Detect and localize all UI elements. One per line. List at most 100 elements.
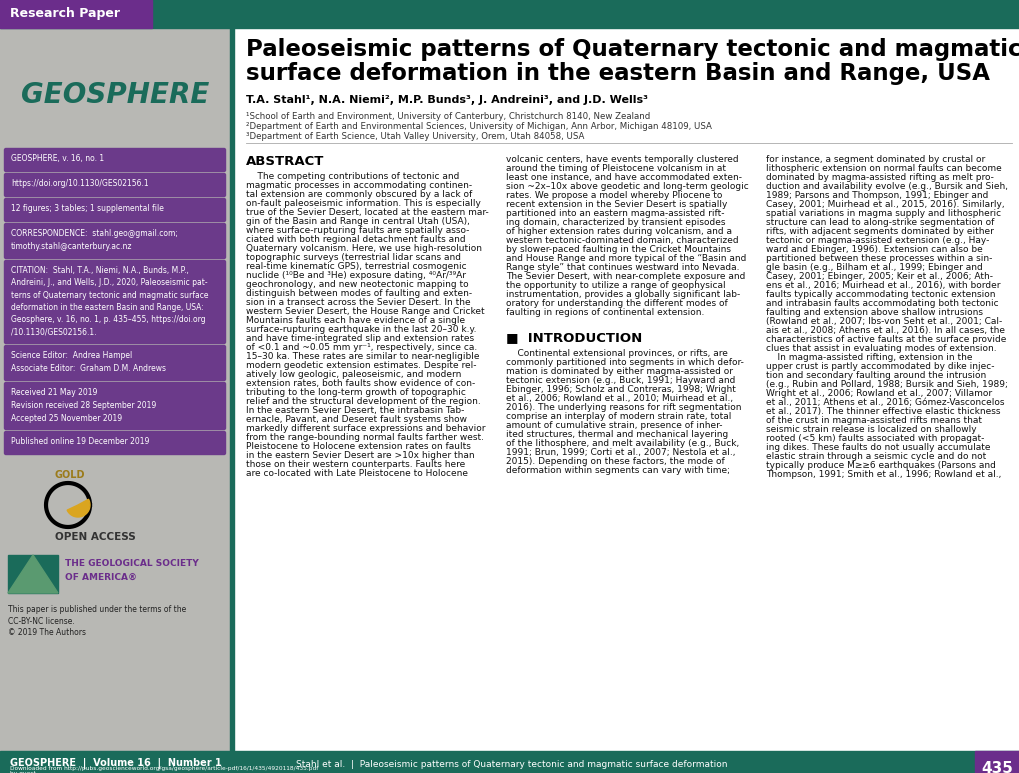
Text: Associate Editor:  Graham D.M. Andrews: Associate Editor: Graham D.M. Andrews — [11, 364, 166, 373]
Text: Stahl et al.  |  Paleoseismic patterns of Quaternary tectonic and magmatic surfa: Stahl et al. | Paleoseismic patterns of … — [296, 760, 727, 769]
Text: characteristics of active faults at the surface provide: characteristics of active faults at the … — [765, 335, 1006, 344]
Bar — [974, 751, 1019, 773]
Text: typically produce M≥≥6 earthquakes (Parsons and: typically produce M≥≥6 earthquakes (Pars… — [765, 461, 995, 470]
Text: terns of Quaternary tectonic and magmatic surface: terns of Quaternary tectonic and magmati… — [11, 291, 208, 300]
Text: true of the Sevier Desert, located at the eastern mar-: true of the Sevier Desert, located at th… — [246, 208, 488, 217]
Text: https://doi.org/10.1130/GES02156.1: https://doi.org/10.1130/GES02156.1 — [11, 179, 149, 188]
Text: Quaternary volcanism. Here, we use high-resolution: Quaternary volcanism. Here, we use high-… — [246, 244, 482, 253]
Text: tributing to the long-term growth of topographic: tributing to the long-term growth of top… — [246, 388, 466, 397]
Text: partitioned between these processes within a sin-: partitioned between these processes with… — [765, 254, 991, 263]
Bar — [8, 555, 58, 593]
Text: of higher extension rates during volcanism, and a: of higher extension rates during volcani… — [505, 227, 732, 236]
Text: OPEN ACCESS: OPEN ACCESS — [55, 532, 136, 542]
FancyBboxPatch shape — [4, 148, 225, 172]
Text: partitioned into an eastern magma-assisted rift-: partitioned into an eastern magma-assist… — [505, 209, 723, 218]
Text: western tectonic-dominated domain, characterized: western tectonic-dominated domain, chara… — [505, 236, 738, 245]
Text: ing domain, characterized by transient episodes: ing domain, characterized by transient e… — [505, 218, 725, 227]
Text: faulting and extension above shallow intrusions: faulting and extension above shallow int… — [765, 308, 982, 317]
Text: comprise an interplay of modern strain rate, total: comprise an interplay of modern strain r… — [505, 412, 731, 421]
Text: atively low geologic, paleoseismic, and modern: atively low geologic, paleoseismic, and … — [246, 370, 461, 379]
Text: topographic surveys (terrestrial lidar scans and: topographic surveys (terrestrial lidar s… — [246, 253, 461, 262]
Text: Revision received 28 September 2019: Revision received 28 September 2019 — [11, 401, 156, 410]
Text: rifts, with adjacent segments dominated by either: rifts, with adjacent segments dominated … — [765, 227, 993, 236]
Text: THE GEOLOGICAL SOCIETY: THE GEOLOGICAL SOCIETY — [65, 559, 199, 568]
Text: surface deformation in the eastern Basin and Range, USA: surface deformation in the eastern Basin… — [246, 62, 989, 85]
Text: 435: 435 — [980, 761, 1012, 773]
Text: GOLD: GOLD — [55, 470, 86, 480]
Text: markedly different surface expressions and behavior: markedly different surface expressions a… — [246, 424, 485, 433]
Text: Mountains faults each have evidence of a single: Mountains faults each have evidence of a… — [246, 316, 465, 325]
Text: The competing contributions of tectonic and: The competing contributions of tectonic … — [246, 172, 459, 181]
Text: ais et al., 2008; Athens et al., 2016). In all cases, the: ais et al., 2008; Athens et al., 2016). … — [765, 326, 1004, 335]
Bar — [0, 28, 229, 751]
Text: ■  INTRODUCTION: ■ INTRODUCTION — [505, 331, 642, 344]
Text: from the range-bounding normal faults farther west.: from the range-bounding normal faults fa… — [246, 433, 484, 442]
Text: tal extension are commonly obscured by a lack of: tal extension are commonly obscured by a… — [246, 190, 472, 199]
Text: Research Paper: Research Paper — [10, 8, 120, 21]
Text: timothy.stahl@canterbury.ac.nz: timothy.stahl@canterbury.ac.nz — [11, 242, 132, 251]
Text: geochronology, and new neotectonic mapping to: geochronology, and new neotectonic mappi… — [246, 280, 468, 289]
Text: spatial variations in magma supply and lithospheric: spatial variations in magma supply and l… — [765, 209, 1000, 218]
Text: rates. We propose a model whereby Pliocene to: rates. We propose a model whereby Plioce… — [505, 191, 721, 200]
Bar — [0, 0, 152, 28]
Text: Casey, 2001; Muirhead et al., 2015, 2016). Similarly,: Casey, 2001; Muirhead et al., 2015, 2016… — [765, 200, 1004, 209]
Text: tectonic extension (e.g., Buck, 1991; Hayward and: tectonic extension (e.g., Buck, 1991; Ha… — [505, 376, 735, 385]
FancyBboxPatch shape — [4, 173, 225, 196]
Text: nuclide (¹⁰Be and ³He) exposure dating, ⁴⁰Ar/³⁹Ar: nuclide (¹⁰Be and ³He) exposure dating, … — [246, 271, 466, 280]
Text: and House Range and more typical of the “Basin and: and House Range and more typical of the … — [505, 254, 746, 263]
Text: Continental extensional provinces, or rifts, are: Continental extensional provinces, or ri… — [505, 349, 728, 358]
FancyBboxPatch shape — [4, 346, 225, 380]
Text: CITATION:  Stahl, T.A., Niemi, N.A., Bunds, M.P.,: CITATION: Stahl, T.A., Niemi, N.A., Bund… — [11, 266, 189, 275]
Text: sion in a transect across the Sevier Desert. In the: sion in a transect across the Sevier Des… — [246, 298, 470, 307]
Text: Paleoseismic patterns of Quaternary tectonic and magmatic: Paleoseismic patterns of Quaternary tect… — [246, 38, 1019, 61]
Text: The Sevier Desert, with near-complete exposure and: The Sevier Desert, with near-complete ex… — [505, 272, 745, 281]
Text: oratory for understanding the different modes of: oratory for understanding the different … — [505, 299, 727, 308]
Text: GEOSPHERE  |  Volume 16  |  Number 1: GEOSPHERE | Volume 16 | Number 1 — [10, 758, 221, 769]
Text: Thompson, 1991; Smith et al., 1996; Rowland et al.,: Thompson, 1991; Smith et al., 1996; Rowl… — [765, 470, 1001, 479]
Text: ABSTRACT: ABSTRACT — [246, 155, 324, 168]
Text: 1991; Brun, 1999; Corti et al., 2007; Nestola et al.,: 1991; Brun, 1999; Corti et al., 2007; Ne… — [505, 448, 735, 457]
Text: gle basin (e.g., Bilham et al., 1999; Ebinger and: gle basin (e.g., Bilham et al., 1999; Eb… — [765, 263, 981, 272]
Text: of the crust in magma-assisted rifts means that: of the crust in magma-assisted rifts mea… — [765, 416, 981, 425]
Bar — [0, 751, 1019, 773]
FancyBboxPatch shape — [4, 431, 225, 455]
Text: tion and secondary faulting around the intrusion: tion and secondary faulting around the i… — [765, 371, 985, 380]
Text: © 2019 The Authors: © 2019 The Authors — [8, 628, 86, 637]
Text: deformation within segments can vary with time;: deformation within segments can vary wit… — [505, 466, 730, 475]
Text: on-fault paleoseismic information. This is especially: on-fault paleoseismic information. This … — [246, 199, 480, 208]
Text: and have time-integrated slip and extension rates: and have time-integrated slip and extens… — [246, 334, 474, 343]
Text: relief and the structural development of the region.: relief and the structural development of… — [246, 397, 480, 406]
Polygon shape — [8, 555, 58, 593]
Text: by slower-paced faulting in the Cricket Mountains: by slower-paced faulting in the Cricket … — [505, 245, 731, 254]
FancyBboxPatch shape — [4, 199, 225, 222]
Text: upper crust is partly accommodated by dike injec-: upper crust is partly accommodated by di… — [765, 362, 994, 371]
Text: et al., 2017). The thinner effective elastic thickness: et al., 2017). The thinner effective ela… — [765, 407, 1000, 416]
Text: 12 figures; 3 tables; 1 supplemental file: 12 figures; 3 tables; 1 supplemental fil… — [11, 204, 164, 213]
Text: by guest: by guest — [10, 771, 36, 773]
Text: where surface-rupturing faults are spatially asso-: where surface-rupturing faults are spati… — [246, 226, 469, 235]
Text: (Rowland et al., 2007; Ibs-von Seht et al., 2001; Cal-: (Rowland et al., 2007; Ibs-von Seht et a… — [765, 317, 1002, 326]
Text: ernacle, Pavant, and Deseret fault systems show: ernacle, Pavant, and Deseret fault syste… — [246, 415, 467, 424]
Text: seismic strain release is localized on shallowly: seismic strain release is localized on s… — [765, 425, 975, 434]
Text: faults typically accommodating tectonic extension: faults typically accommodating tectonic … — [765, 290, 995, 299]
Text: Received 21 May 2019: Received 21 May 2019 — [11, 388, 97, 397]
Text: ³Department of Earth Science, Utah Valley University, Orem, Utah 84058, USA: ³Department of Earth Science, Utah Valle… — [246, 132, 584, 141]
Text: ¹School of Earth and Environment, University of Canterbury, Christchurch 8140, N: ¹School of Earth and Environment, Univer… — [246, 112, 650, 121]
Text: those on their western counterparts. Faults here: those on their western counterparts. Fau… — [246, 460, 465, 469]
Text: modern geodetic extension estimates. Despite rel-: modern geodetic extension estimates. Des… — [246, 361, 476, 370]
FancyBboxPatch shape — [4, 383, 225, 430]
Polygon shape — [67, 499, 90, 517]
Text: recent extension in the Sevier Desert is spatially: recent extension in the Sevier Desert is… — [505, 200, 727, 209]
Text: Ebinger, 1996; Scholz and Contreras, 1998; Wright: Ebinger, 1996; Scholz and Contreras, 199… — [505, 385, 735, 394]
Text: volcanic centers, have events temporally clustered: volcanic centers, have events temporally… — [505, 155, 738, 164]
Text: 1989; Parsons and Thompson, 1991; Ebinger and: 1989; Parsons and Thompson, 1991; Ebinge… — [765, 191, 987, 200]
Text: sion ~2x–10x above geodetic and long-term geologic: sion ~2x–10x above geodetic and long-ter… — [505, 182, 748, 191]
Text: Pleistocene to Holocene extension rates on faults: Pleistocene to Holocene extension rates … — [246, 442, 471, 451]
Text: for instance, a segment dominated by crustal or: for instance, a segment dominated by cru… — [765, 155, 984, 164]
Text: Published online 19 December 2019: Published online 19 December 2019 — [11, 437, 149, 446]
Text: faulting in regions of continental extension.: faulting in regions of continental exten… — [505, 308, 704, 317]
Text: T.A. Stahl¹, N.A. Niemi², M.P. Bunds³, J. Andreini³, and J.D. Wells³: T.A. Stahl¹, N.A. Niemi², M.P. Bunds³, J… — [246, 95, 647, 105]
Text: ²Department of Earth and Environmental Sciences, University of Michigan, Ann Arb: ²Department of Earth and Environmental S… — [246, 122, 711, 131]
Text: tectonic or magma-assisted extension (e.g., Hay-: tectonic or magma-assisted extension (e.… — [765, 236, 988, 245]
Text: et al., 2006; Rowland et al., 2010; Muirhead et al.,: et al., 2006; Rowland et al., 2010; Muir… — [505, 394, 733, 403]
